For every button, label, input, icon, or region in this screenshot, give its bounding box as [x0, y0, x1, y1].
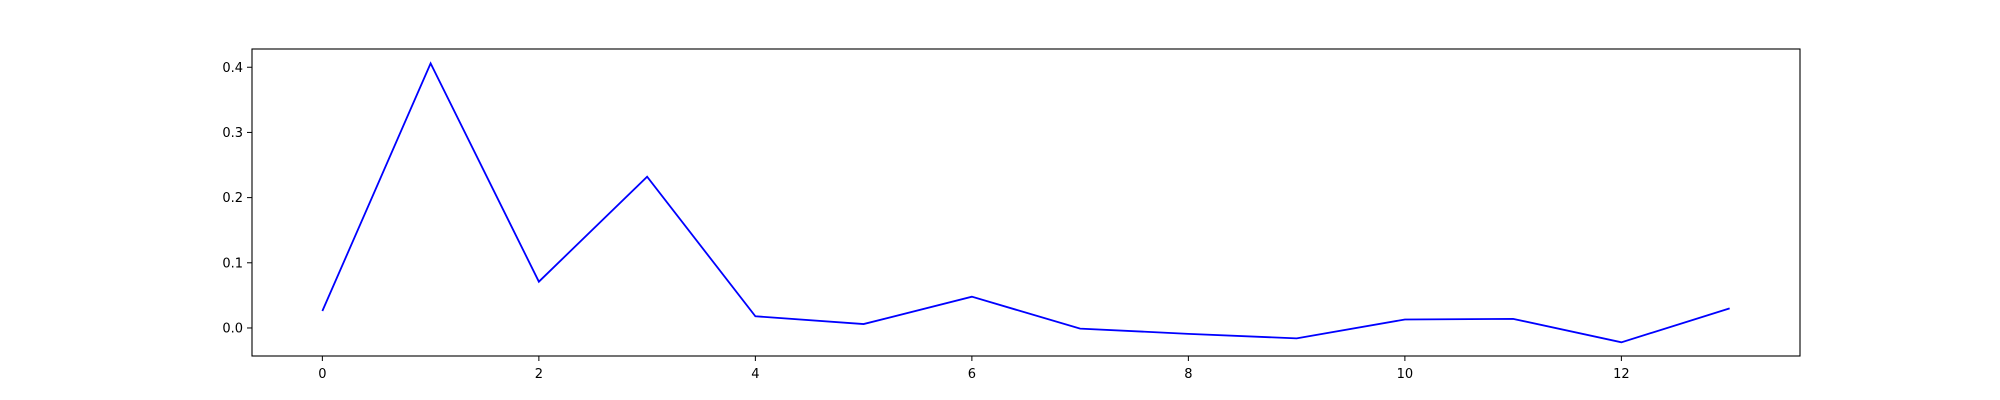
plot-layer [321, 61, 1730, 344]
x-tick-label: 10 [1397, 367, 1414, 382]
y-tick-label: 0.4 [222, 61, 243, 76]
x-tick-label: 12 [1613, 367, 1630, 382]
y-tick-label: 0.3 [222, 126, 243, 141]
x-tick-label: 0 [318, 367, 326, 382]
axes-layer: 0 2 4 6 8 10 12 0.0 0.1 0.2 0.3 0.4 [222, 48, 1801, 382]
y-tick-label: 0.0 [222, 321, 243, 336]
x-tick-label: 8 [1184, 367, 1192, 382]
y-tick-label: 0.2 [222, 191, 243, 206]
series-line [321, 61, 1730, 344]
x-tick-label: 6 [968, 367, 976, 382]
x-tick-label: 2 [535, 367, 543, 382]
x-tick-label: 4 [751, 367, 759, 382]
y-tick-label: 0.1 [222, 256, 243, 271]
axes-frame [251, 48, 1801, 357]
